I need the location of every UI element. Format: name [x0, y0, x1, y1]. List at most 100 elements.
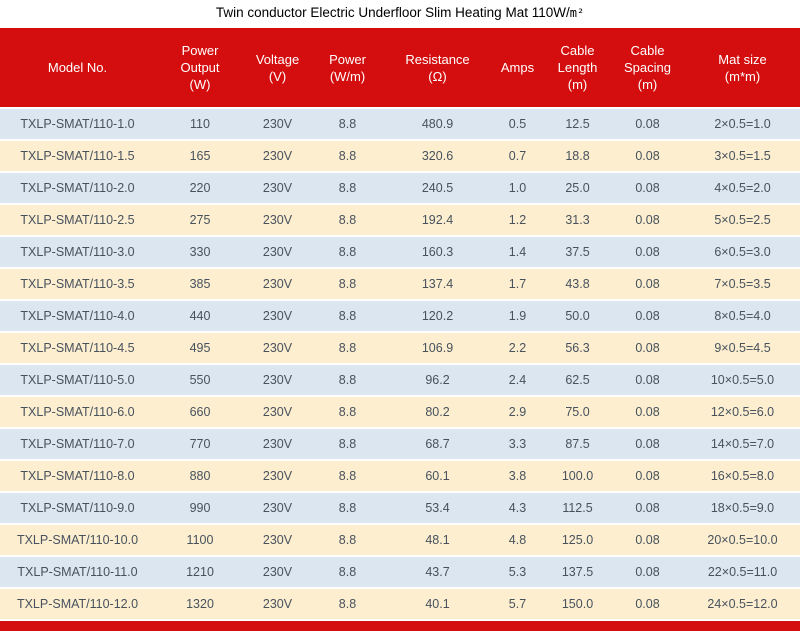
- cell-amps: 5.3: [508, 565, 527, 579]
- cell-power-output: 330: [189, 245, 211, 259]
- page-title-text: Twin conductor Electric Underfloor Slim …: [215, 5, 570, 20]
- cell-amps: 3.3: [508, 437, 527, 451]
- table-row: TXLP-SMAT/110-9.0 990 230V 8.8 53.4 4.3 112.5 0…: [0, 493, 800, 523]
- table-row: TXLP-SMAT/110-3.0 330 230V 8.8 160.3 1.4 37.5 0…: [0, 237, 800, 267]
- cell-resistance: 480.9: [421, 117, 454, 131]
- cell-power: 8.8: [338, 469, 357, 483]
- cell-resistance: 80.2: [425, 405, 450, 419]
- table-row: TXLP-SMAT/110-5.0 550 230V 8.8 96.2 2.4 62.5 0.…: [0, 365, 800, 395]
- cell-model: TXLP-SMAT/110-10.0: [16, 533, 139, 547]
- cell-power-output: 770: [189, 437, 211, 451]
- cell-cable-spacing: 0.08: [635, 437, 660, 451]
- table-row: TXLP-SMAT/110-10.0 1100 230V 8.8 48.1 4.8 125.…: [0, 525, 800, 555]
- cell-voltage: 230V: [262, 245, 293, 259]
- cell-power: 8.8: [338, 181, 357, 195]
- cell-voltage: 230V: [262, 341, 293, 355]
- cell-cable-length: 87.5: [565, 437, 590, 451]
- cell-resistance: 137.4: [421, 277, 454, 291]
- cell-voltage: 230V: [262, 533, 293, 547]
- cell-mat-size: 20×0.5=10.0: [707, 533, 778, 547]
- cell-power-output: 495: [189, 341, 211, 355]
- cell-model: TXLP-SMAT/110-7.0: [20, 437, 135, 451]
- column-header-resistance: Resistance (Ω): [385, 28, 490, 107]
- column-header-model: Model No.: [0, 28, 155, 107]
- cell-voltage: 230V: [262, 597, 293, 611]
- cell-cable-length: 56.3: [565, 341, 590, 355]
- cell-cable-length: 150.0: [561, 597, 594, 611]
- cell-cable-length: 37.5: [565, 245, 590, 259]
- cell-mat-size: 12×0.5=6.0: [710, 405, 775, 419]
- cell-amps: 1.7: [508, 277, 527, 291]
- column-header-unit: (W): [189, 77, 211, 92]
- column-header-mat-size: Mat size (m*m): [685, 28, 800, 107]
- column-header-cable-length: Cable Length (m): [545, 28, 610, 107]
- table-row: TXLP-SMAT/110-3.5 385 230V 8.8 137.4 1.7 43.8 0…: [0, 269, 800, 299]
- cell-cable-length: 75.0: [565, 405, 590, 419]
- cell-resistance: 53.4: [425, 501, 450, 515]
- cell-voltage: 230V: [262, 501, 293, 515]
- cell-cable-length: 43.8: [565, 277, 590, 291]
- table-row: TXLP-SMAT/110-11.0 1210 230V 8.8 43.7 5.3 137.…: [0, 557, 800, 587]
- cell-model: TXLP-SMAT/110-4.5: [20, 341, 135, 355]
- column-header-unit: (V): [268, 68, 287, 84]
- cell-power-output: 1100: [186, 533, 214, 547]
- cell-model: TXLP-SMAT/110-2.5: [20, 213, 135, 227]
- cell-voltage: 230V: [262, 149, 293, 163]
- cell-amps: 4.8: [508, 533, 527, 547]
- table-row: TXLP-SMAT/110-1.5 165 230V 8.8 320.6 0.7 18.8 0…: [0, 141, 800, 171]
- cell-model: TXLP-SMAT/110-9.0: [20, 501, 135, 515]
- cell-power: 8.8: [338, 309, 357, 323]
- cell-resistance: 240.5: [421, 181, 454, 195]
- cell-cable-spacing: 0.08: [635, 533, 660, 547]
- column-header-unit: (m*m): [724, 68, 761, 84]
- page-title-unit: m²: [569, 6, 585, 20]
- cell-voltage: 230V: [262, 213, 293, 227]
- page-title: Twin conductor Electric Underfloor Slim …: [0, 0, 800, 28]
- cell-resistance: 68.7: [425, 437, 450, 451]
- column-header-power-output: Power Output (W): [155, 28, 245, 107]
- cell-resistance: 192.4: [421, 213, 454, 227]
- column-header-label: Power Output: [180, 43, 220, 75]
- cell-model: TXLP-SMAT/110-1.5: [20, 149, 135, 163]
- cell-mat-size: 3×0.5=1.5: [714, 149, 771, 163]
- cell-voltage: 230V: [262, 405, 293, 419]
- cell-model: TXLP-SMAT/110-1.0: [20, 117, 135, 131]
- cell-amps: 0.7: [508, 149, 527, 163]
- cell-resistance: 120.2: [421, 309, 454, 323]
- cell-cable-length: 25.0: [565, 181, 590, 195]
- cell-amps: 3.8: [508, 469, 527, 483]
- cell-cable-length: 100.0: [561, 469, 594, 483]
- cell-power: 8.8: [338, 277, 357, 291]
- cell-power: 8.8: [338, 597, 357, 611]
- cell-cable-spacing: 0.08: [635, 341, 660, 355]
- column-header-power: Power (W/m): [310, 28, 385, 107]
- column-header-label: Cable Spacing: [624, 43, 671, 75]
- cell-model: TXLP-SMAT/110-6.0: [20, 405, 135, 419]
- cell-power: 8.8: [338, 245, 357, 259]
- table-header-row: Model No. Power Output (W) Voltage (V) Power(…: [0, 28, 800, 107]
- column-header-unit: (m): [637, 77, 658, 92]
- cell-amps: 1.0: [508, 181, 527, 195]
- column-header-label: Amps: [500, 60, 535, 75]
- cell-power-output: 220: [189, 181, 211, 195]
- cell-resistance: 48.1: [425, 533, 450, 547]
- column-header-unit: (m): [567, 77, 588, 92]
- cell-mat-size: 16×0.5=8.0: [710, 469, 775, 483]
- cell-cable-spacing: 0.08: [635, 117, 660, 131]
- cell-power: 8.8: [338, 437, 357, 451]
- cell-voltage: 230V: [262, 437, 293, 451]
- cell-mat-size: 4×0.5=2.0: [714, 181, 771, 195]
- cell-cable-spacing: 0.08: [635, 405, 660, 419]
- cell-power-output: 880: [189, 469, 211, 483]
- cell-mat-size: 7×0.5=3.5: [714, 277, 771, 291]
- cell-cable-length: 112.5: [562, 501, 593, 515]
- cell-voltage: 230V: [262, 117, 293, 131]
- cell-model: TXLP-SMAT/110-11.0: [17, 565, 138, 579]
- cell-amps: 2.2: [508, 341, 527, 355]
- cell-cable-length: 62.5: [565, 373, 590, 387]
- cell-power-output: 440: [189, 309, 211, 323]
- cell-voltage: 230V: [262, 373, 293, 387]
- cell-cable-length: 50.0: [565, 309, 590, 323]
- table-row: TXLP-SMAT/110-12.0 1320 230V 8.8 40.1 5.7 150.…: [0, 589, 800, 619]
- cell-voltage: 230V: [262, 181, 293, 195]
